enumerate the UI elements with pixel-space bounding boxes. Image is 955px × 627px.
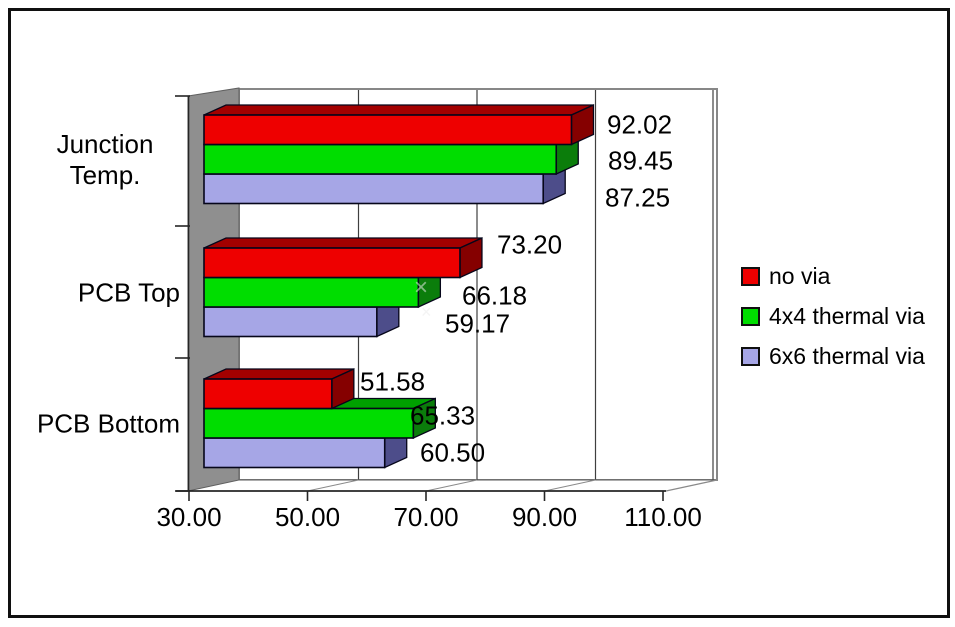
- x-tick-label: 90.00: [511, 502, 578, 532]
- bar-top-face: [203, 368, 355, 380]
- bar-2-cat-2: [203, 276, 420, 308]
- floor-gridline: [544, 479, 596, 492]
- legend-label: 6x6 thermal via: [769, 342, 925, 369]
- data-label: 66.18: [462, 280, 528, 311]
- bar-3-cat-3: [203, 437, 386, 469]
- category-label: PCB Top: [77, 277, 180, 307]
- x-tick-label: 70.00: [393, 502, 459, 532]
- bar-1-cat-3: [203, 378, 333, 410]
- data-label: 92.02: [607, 109, 673, 140]
- legend-swatch: [741, 266, 760, 286]
- data-label: 89.45: [608, 145, 674, 176]
- legend-item: no via: [741, 256, 925, 296]
- bar-2-cat-3: [203, 407, 415, 439]
- legend-item: 4x4 thermal via: [741, 296, 925, 336]
- x-tick-label: 50.00: [274, 502, 341, 532]
- bar-2-cat-1: [203, 143, 558, 175]
- bar-1-cat-2: [203, 247, 461, 279]
- category-label: PCB Bottom: [36, 408, 180, 438]
- legend-swatch: [741, 306, 760, 326]
- bar-1-cat-1: [203, 114, 573, 146]
- bar-top-face: [203, 237, 483, 249]
- legend-label: no via: [769, 262, 831, 289]
- data-label: 73.20: [497, 229, 563, 260]
- floor-right-edge: [665, 479, 718, 492]
- data-label: 51.58: [360, 366, 426, 397]
- x-tick-label: 110.00: [624, 502, 702, 532]
- legend-label: 4x4 thermal via: [769, 302, 925, 329]
- data-label: 59.17: [445, 308, 511, 339]
- floor-gridline: [307, 479, 359, 492]
- legend: no via 4x4 thermal via 6x6 thermal via: [741, 256, 925, 376]
- data-label: 65.33: [410, 400, 476, 431]
- bar-3-cat-1: [203, 173, 545, 205]
- legend-swatch: [741, 346, 760, 366]
- legend-item: 6x6 thermal via: [741, 336, 925, 376]
- data-label: 87.25: [605, 182, 671, 213]
- data-label: 60.50: [420, 437, 486, 468]
- x-tick-label: 30.00: [156, 502, 222, 532]
- category-label: Junction Temp.: [56, 128, 154, 190]
- bar-top-face: [203, 104, 594, 116]
- floor-gridline: [425, 479, 478, 492]
- bar-3-cat-2: [203, 306, 378, 338]
